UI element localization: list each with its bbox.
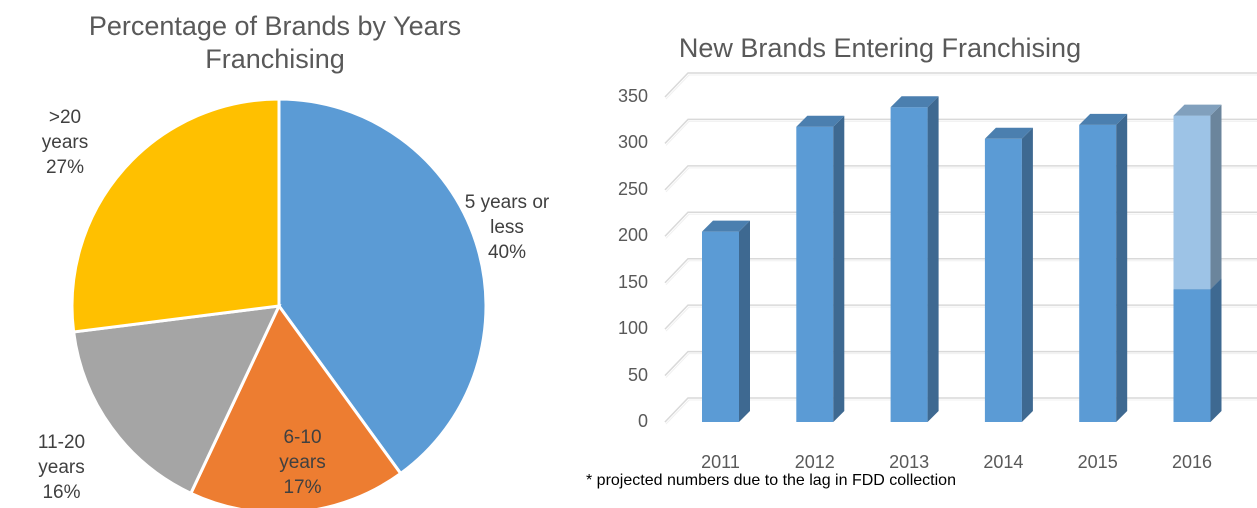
y-tick-label: 0 bbox=[637, 411, 648, 431]
gridline bbox=[665, 353, 1257, 378]
bar-top bbox=[702, 220, 750, 232]
pie-slice bbox=[277, 97, 488, 476]
x-tick-label: 2015 bbox=[1077, 452, 1118, 472]
gridline bbox=[664, 72, 1257, 98]
gridline bbox=[665, 260, 1257, 286]
gridline bbox=[665, 167, 1257, 193]
y-tick-label: 100 bbox=[617, 318, 648, 339]
pie-slice-label: 5 years or less 40% bbox=[464, 192, 550, 263]
pie-slice bbox=[70, 97, 281, 334]
pie-slice bbox=[188, 303, 403, 508]
gridline bbox=[664, 257, 1257, 284]
gridline bbox=[664, 211, 1257, 237]
y-tick-label: 300 bbox=[617, 132, 648, 153]
pie-slice-label: >20 years 27% bbox=[41, 107, 89, 178]
gridline bbox=[665, 306, 1257, 332]
bar-side bbox=[1210, 104, 1222, 290]
pie-chart-title: Percentage of Brands by Years Franchisin… bbox=[88, 11, 462, 74]
gridline bbox=[665, 399, 1257, 425]
gridline bbox=[664, 397, 1257, 423]
y-tick-label: 150 bbox=[617, 271, 648, 292]
x-tick-label: 2014 bbox=[983, 452, 1024, 472]
gridline bbox=[665, 74, 1257, 100]
bar-side bbox=[1210, 278, 1222, 422]
pie-slice-label: 11-20 years 16% bbox=[37, 432, 86, 503]
bar-side bbox=[739, 220, 750, 422]
gridline bbox=[665, 120, 1257, 146]
x-tick-label: 2016 bbox=[1171, 452, 1213, 472]
bar bbox=[984, 138, 1022, 423]
gridline bbox=[664, 350, 1257, 377]
bar-top bbox=[984, 127, 1033, 139]
x-tick-label: 2012 bbox=[794, 452, 835, 472]
bar-top bbox=[1079, 113, 1128, 125]
bar-top bbox=[796, 115, 845, 127]
gridline bbox=[664, 304, 1257, 330]
bar bbox=[1173, 289, 1211, 422]
bar-side bbox=[833, 115, 845, 422]
bar-chart-footnote: * projected numbers due to the lag in FD… bbox=[586, 472, 956, 489]
y-tick-label: 200 bbox=[617, 225, 648, 246]
gridline bbox=[665, 213, 1257, 239]
bar bbox=[890, 107, 928, 422]
bar-chart-title: New Brands Entering Franchising bbox=[678, 33, 1082, 63]
gridline bbox=[664, 118, 1257, 144]
bar-top bbox=[1173, 104, 1222, 116]
bar bbox=[702, 231, 739, 422]
bar bbox=[1079, 124, 1117, 422]
y-tick-label: 250 bbox=[617, 178, 648, 199]
x-tick-label: 2013 bbox=[889, 452, 930, 472]
x-tick-label: 2011 bbox=[701, 452, 740, 472]
bar bbox=[1173, 115, 1211, 290]
bar-top bbox=[890, 96, 939, 108]
bar-side bbox=[1021, 127, 1033, 423]
y-tick-label: 50 bbox=[627, 364, 648, 385]
bar bbox=[796, 126, 834, 422]
bar-side bbox=[927, 96, 939, 422]
pie-slice bbox=[71, 304, 282, 496]
gridline bbox=[664, 165, 1257, 191]
y-tick-label: 350 bbox=[617, 86, 648, 106]
pie-slice-label: 6-10 years 17% bbox=[279, 427, 326, 498]
bar-side bbox=[1116, 113, 1128, 422]
